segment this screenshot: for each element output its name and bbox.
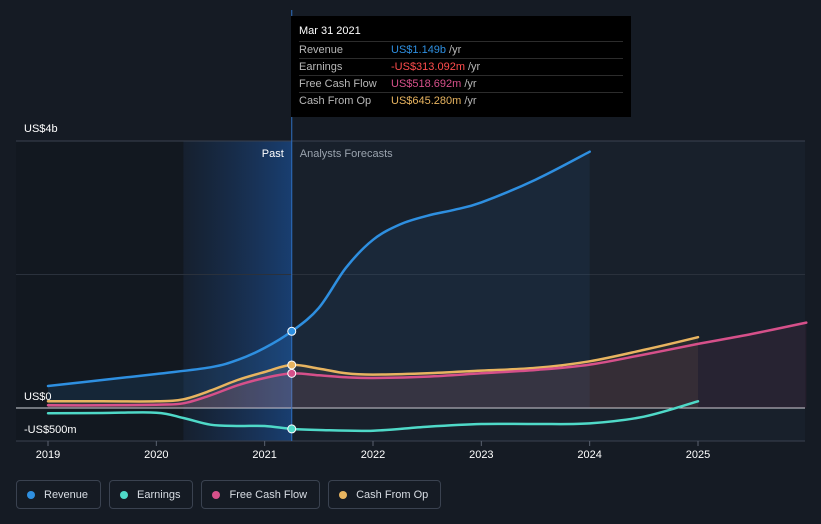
tooltip-name: Revenue [299, 44, 391, 56]
y-axis-label: US$0 [24, 391, 52, 403]
x-tick-label: 2024 [577, 449, 601, 461]
legend-label: Cash From Op [356, 489, 428, 501]
tooltip-name: Cash From Op [299, 95, 391, 107]
x-tick-label: 2021 [252, 449, 276, 461]
tooltip-row-earnings: Earnings -US$313.092m /yr [299, 58, 623, 75]
past-label: Past [262, 148, 284, 160]
earnings-point [288, 425, 296, 433]
x-tick-label: 2019 [36, 449, 60, 461]
legend-item-earnings[interactable]: Earnings [109, 480, 193, 509]
legend-item-revenue[interactable]: Revenue [16, 480, 101, 509]
legend-item-free-cash-flow[interactable]: Free Cash Flow [201, 480, 320, 509]
tooltip-unit: /yr [468, 61, 480, 73]
cash-from-op-point [288, 361, 296, 369]
tooltip-unit: /yr [464, 78, 476, 90]
legend-dot-icon [27, 491, 35, 499]
forecast-label: Analysts Forecasts [300, 148, 393, 160]
legend-label: Revenue [44, 489, 88, 501]
revenue-point [288, 327, 296, 335]
tooltip-row-free-cash-flow: Free Cash Flow US$518.692m /yr [299, 75, 623, 92]
y-axis-label: -US$500m [24, 424, 77, 436]
tooltip-name: Earnings [299, 61, 391, 73]
legend-dot-icon [212, 491, 220, 499]
x-tick-label: 2022 [361, 449, 385, 461]
legend-item-cash-from-op[interactable]: Cash From Op [328, 480, 441, 509]
legend-label: Earnings [137, 489, 180, 501]
tooltip-value: US$645.280m [391, 95, 461, 107]
tooltip-value: US$1.149b [391, 44, 446, 56]
tooltip-name: Free Cash Flow [299, 78, 391, 90]
tooltip-value: -US$313.092m [391, 61, 465, 73]
tooltip-unit: /yr [449, 44, 461, 56]
y-axis-label: US$4b [24, 123, 58, 135]
x-tick-label: 2020 [144, 449, 168, 461]
tooltip-date: Mar 31 2021 [299, 25, 623, 37]
legend-dot-icon [120, 491, 128, 499]
tooltip-unit: /yr [464, 95, 476, 107]
x-tick-label: 2023 [469, 449, 493, 461]
legend: Revenue Earnings Free Cash Flow Cash Fro… [16, 480, 441, 509]
legend-dot-icon [339, 491, 347, 499]
x-tick-label: 2025 [686, 449, 710, 461]
free-cash-flow-point [288, 369, 296, 377]
tooltip-row-revenue: Revenue US$1.149b /yr [299, 41, 623, 58]
tooltip-row-cash-from-op: Cash From Op US$645.280m /yr [299, 92, 623, 109]
tooltip: Mar 31 2021 Revenue US$1.149b /yr Earnin… [291, 16, 631, 117]
tooltip-value: US$518.692m [391, 78, 461, 90]
legend-label: Free Cash Flow [229, 489, 307, 501]
